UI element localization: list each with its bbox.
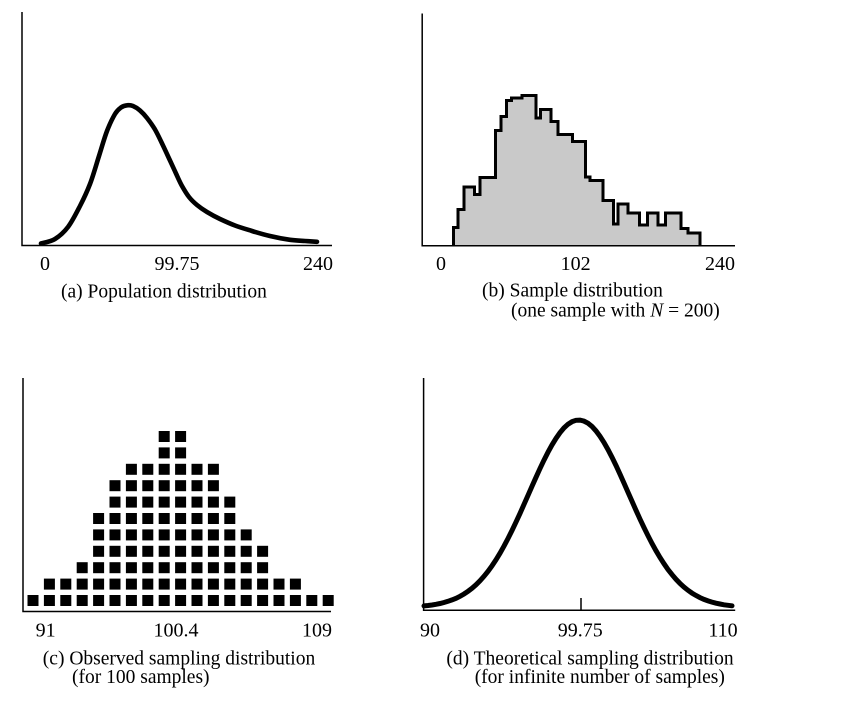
svg-text:102: 102 [561,253,591,275]
svg-text:0: 0 [40,253,50,275]
svg-text:(one sample with N = 200): (one sample with N = 200) [511,301,720,322]
svg-text:91: 91 [36,620,56,642]
svg-text:(a) Population distribution: (a) Population distribution [61,282,267,303]
svg-text:(for infinite number of sample: (for infinite number of samples) [475,667,725,688]
svg-text:0: 0 [436,253,446,275]
svg-text:99.75: 99.75 [558,620,603,642]
svg-text:90: 90 [420,620,440,642]
svg-text:100.4: 100.4 [154,620,199,642]
svg-text:109: 109 [302,620,332,642]
svg-text:240: 240 [705,253,735,275]
svg-text:(d) Theoretical sampling distr: (d) Theoretical sampling distribution [446,649,733,670]
svg-text:(c) Observed sampling distribu: (c) Observed sampling distribution [43,649,316,670]
svg-text:99.75: 99.75 [155,253,200,275]
svg-text:(b) Sample distribution: (b) Sample distribution [482,281,663,302]
svg-text:240: 240 [303,253,333,275]
svg-text:(for 100 samples): (for 100 samples) [72,667,210,688]
svg-text:110: 110 [708,620,737,642]
